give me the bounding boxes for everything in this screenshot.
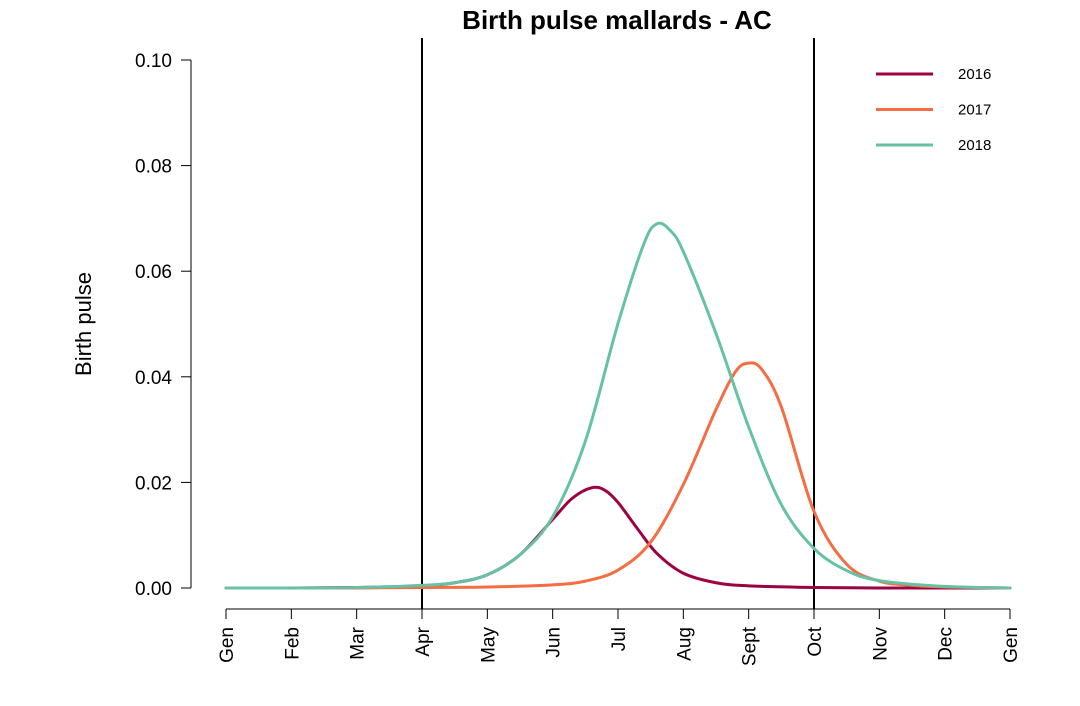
y-axis: 0.00 0.02 0.04 0.06 0.08 0.10 [135, 51, 192, 600]
series-line-2017 [224, 361, 1012, 590]
y-tick-label: 0.06 [135, 262, 172, 283]
chart-title: Birth pulse mallards - AC [462, 5, 772, 35]
x-tick-label: May [478, 627, 499, 663]
x-tick-label: Mar [348, 626, 369, 659]
y-axis-label: Birth pulse [71, 272, 96, 376]
x-axis: Gen Feb Mar Apr May Jun Jul Aug Sept Oct Nov Dec Gen [217, 608, 1022, 666]
legend-label-2016: 2016 [958, 66, 991, 83]
legend-label-2018: 2018 [958, 137, 991, 154]
x-tick-label: Oct [805, 626, 826, 656]
series-lines [224, 221, 1012, 590]
x-tick-label: Jul [609, 627, 630, 651]
y-tick-label: 0.00 [135, 579, 172, 600]
y-tick-label: 0.04 [135, 368, 172, 389]
x-tick-label: Sept [740, 626, 761, 666]
y-tick-label: 0.08 [135, 157, 172, 178]
y-tick-label: 0.10 [135, 51, 172, 72]
x-tick-label: Gen [1001, 627, 1022, 663]
series-line-2016 [224, 485, 1012, 590]
x-tick-label: Apr [413, 626, 434, 656]
y-tick-label: 0.02 [135, 473, 172, 494]
x-tick-label: Feb [282, 627, 303, 660]
x-tick-label: Dec [936, 627, 957, 661]
series-line-2018 [224, 221, 1012, 590]
x-tick-label: Aug [674, 627, 695, 661]
x-tick-label: Gen [217, 627, 238, 663]
legend: 2016 2017 2018 [876, 66, 991, 154]
x-tick-label: Jun [544, 627, 565, 658]
x-tick-label: Nov [870, 627, 891, 661]
legend-label-2017: 2017 [958, 102, 991, 119]
